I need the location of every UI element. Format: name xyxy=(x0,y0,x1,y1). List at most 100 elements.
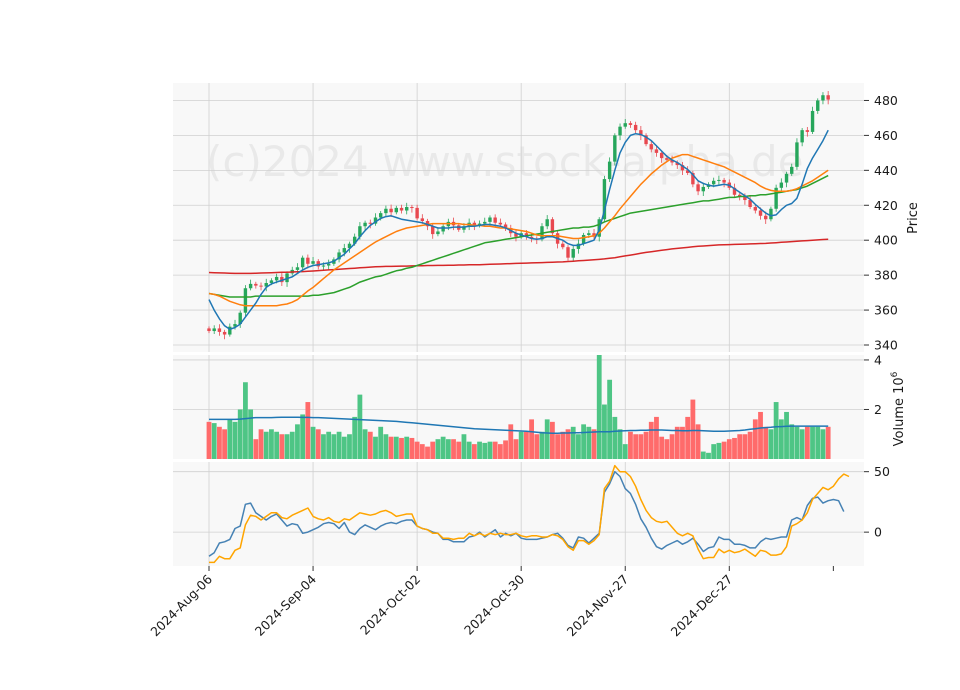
volume-bar xyxy=(289,431,295,459)
candle-body xyxy=(243,288,248,313)
volume-bar xyxy=(648,421,654,459)
candle-body xyxy=(529,236,534,239)
volume-bar xyxy=(544,419,550,459)
volume-bar xyxy=(497,444,503,459)
candle-body xyxy=(779,182,784,188)
price-y-tick-label: 420 xyxy=(874,198,898,213)
volume-bar xyxy=(700,451,706,459)
candle-body xyxy=(790,166,794,174)
volume-bar xyxy=(482,442,488,459)
candle-body xyxy=(722,179,726,183)
volume-bar xyxy=(513,439,519,459)
volume-bar xyxy=(227,419,233,459)
candle-body xyxy=(581,234,586,244)
candle-body xyxy=(425,220,430,227)
volume-bar xyxy=(258,429,264,459)
candle-body xyxy=(696,184,700,192)
candle-body xyxy=(217,328,222,332)
candle-body xyxy=(269,280,274,284)
volume-bar xyxy=(352,416,358,459)
candle-body xyxy=(639,130,643,136)
volume-bar xyxy=(367,431,373,459)
sma20-line xyxy=(208,153,829,307)
candle-body xyxy=(405,207,409,211)
candle-body xyxy=(753,207,758,211)
candle-body xyxy=(514,233,518,237)
candle-body xyxy=(363,222,367,227)
candle-body xyxy=(321,265,326,267)
candle-body xyxy=(394,207,399,213)
oscillator-line-2 xyxy=(209,464,850,564)
x-tick-label: 2024-Dec-27 xyxy=(668,572,736,640)
candle-body xyxy=(717,179,721,181)
candle-body xyxy=(784,173,789,183)
volume-bar xyxy=(669,434,675,459)
volume-bar xyxy=(617,429,623,459)
volume-bar xyxy=(747,431,753,459)
candle-body xyxy=(498,222,503,225)
candle-body xyxy=(436,231,440,235)
volume-bar xyxy=(737,434,743,459)
volume-bar xyxy=(622,444,628,459)
candle-body xyxy=(659,152,664,159)
candle-body xyxy=(483,221,487,224)
candle-body xyxy=(675,162,679,166)
volume-bar xyxy=(778,419,784,459)
volume-bar xyxy=(336,431,342,459)
candle-body xyxy=(347,243,352,249)
volume-bar xyxy=(758,411,763,459)
volume-bar xyxy=(461,434,467,459)
candle-body xyxy=(358,226,362,237)
candle-body xyxy=(274,276,279,281)
candle-body xyxy=(613,135,617,162)
candle-body xyxy=(337,252,341,260)
price-y-tick-label: 480 xyxy=(874,93,898,108)
volume-bar xyxy=(596,355,602,459)
volume-bar xyxy=(232,421,238,459)
sma5-line xyxy=(208,129,829,331)
volume-bar xyxy=(492,441,498,459)
volume-bar xyxy=(586,426,592,459)
candle-body xyxy=(769,208,773,220)
candle-body xyxy=(431,226,435,235)
x-tick-label: 2024-Oct-30 xyxy=(461,571,527,637)
candle-body xyxy=(488,217,492,222)
candle-body xyxy=(711,180,716,185)
candle-body xyxy=(758,210,763,216)
volume-bar xyxy=(508,424,514,459)
volume-y-tick-label: 2 xyxy=(874,402,882,417)
volume-bar xyxy=(440,436,446,459)
volume-bar xyxy=(612,416,618,459)
volume-average-line xyxy=(209,416,829,434)
candle-body xyxy=(342,248,346,253)
x-tick-label: 2024-Oct-02 xyxy=(357,572,423,638)
volume-bar xyxy=(378,426,384,459)
volume-bar xyxy=(529,419,534,459)
candle-body xyxy=(623,123,627,127)
candle-body xyxy=(373,217,378,224)
volume-bar xyxy=(518,431,524,459)
candle-body xyxy=(618,126,622,136)
volume-bar xyxy=(445,439,451,459)
candle-body xyxy=(285,273,289,283)
candle-body xyxy=(420,218,425,221)
candle-body xyxy=(743,196,747,201)
candle-body xyxy=(748,200,752,208)
volume-bar xyxy=(248,409,254,459)
volume-bar xyxy=(419,444,425,459)
volume-bar xyxy=(576,434,581,459)
volume-bar xyxy=(789,424,795,459)
volume-bar xyxy=(503,440,508,459)
candle-body xyxy=(654,149,659,153)
candle-body xyxy=(587,233,591,235)
volume-bar xyxy=(409,437,415,459)
candle-body xyxy=(415,207,419,219)
candle-body xyxy=(311,261,315,264)
osc-y-tick-label: 50 xyxy=(874,464,890,479)
volume-bar xyxy=(752,419,758,459)
volume-bar xyxy=(773,402,779,459)
volume-bar xyxy=(804,426,810,459)
candle-body xyxy=(816,100,820,111)
volume-bar xyxy=(487,441,493,459)
